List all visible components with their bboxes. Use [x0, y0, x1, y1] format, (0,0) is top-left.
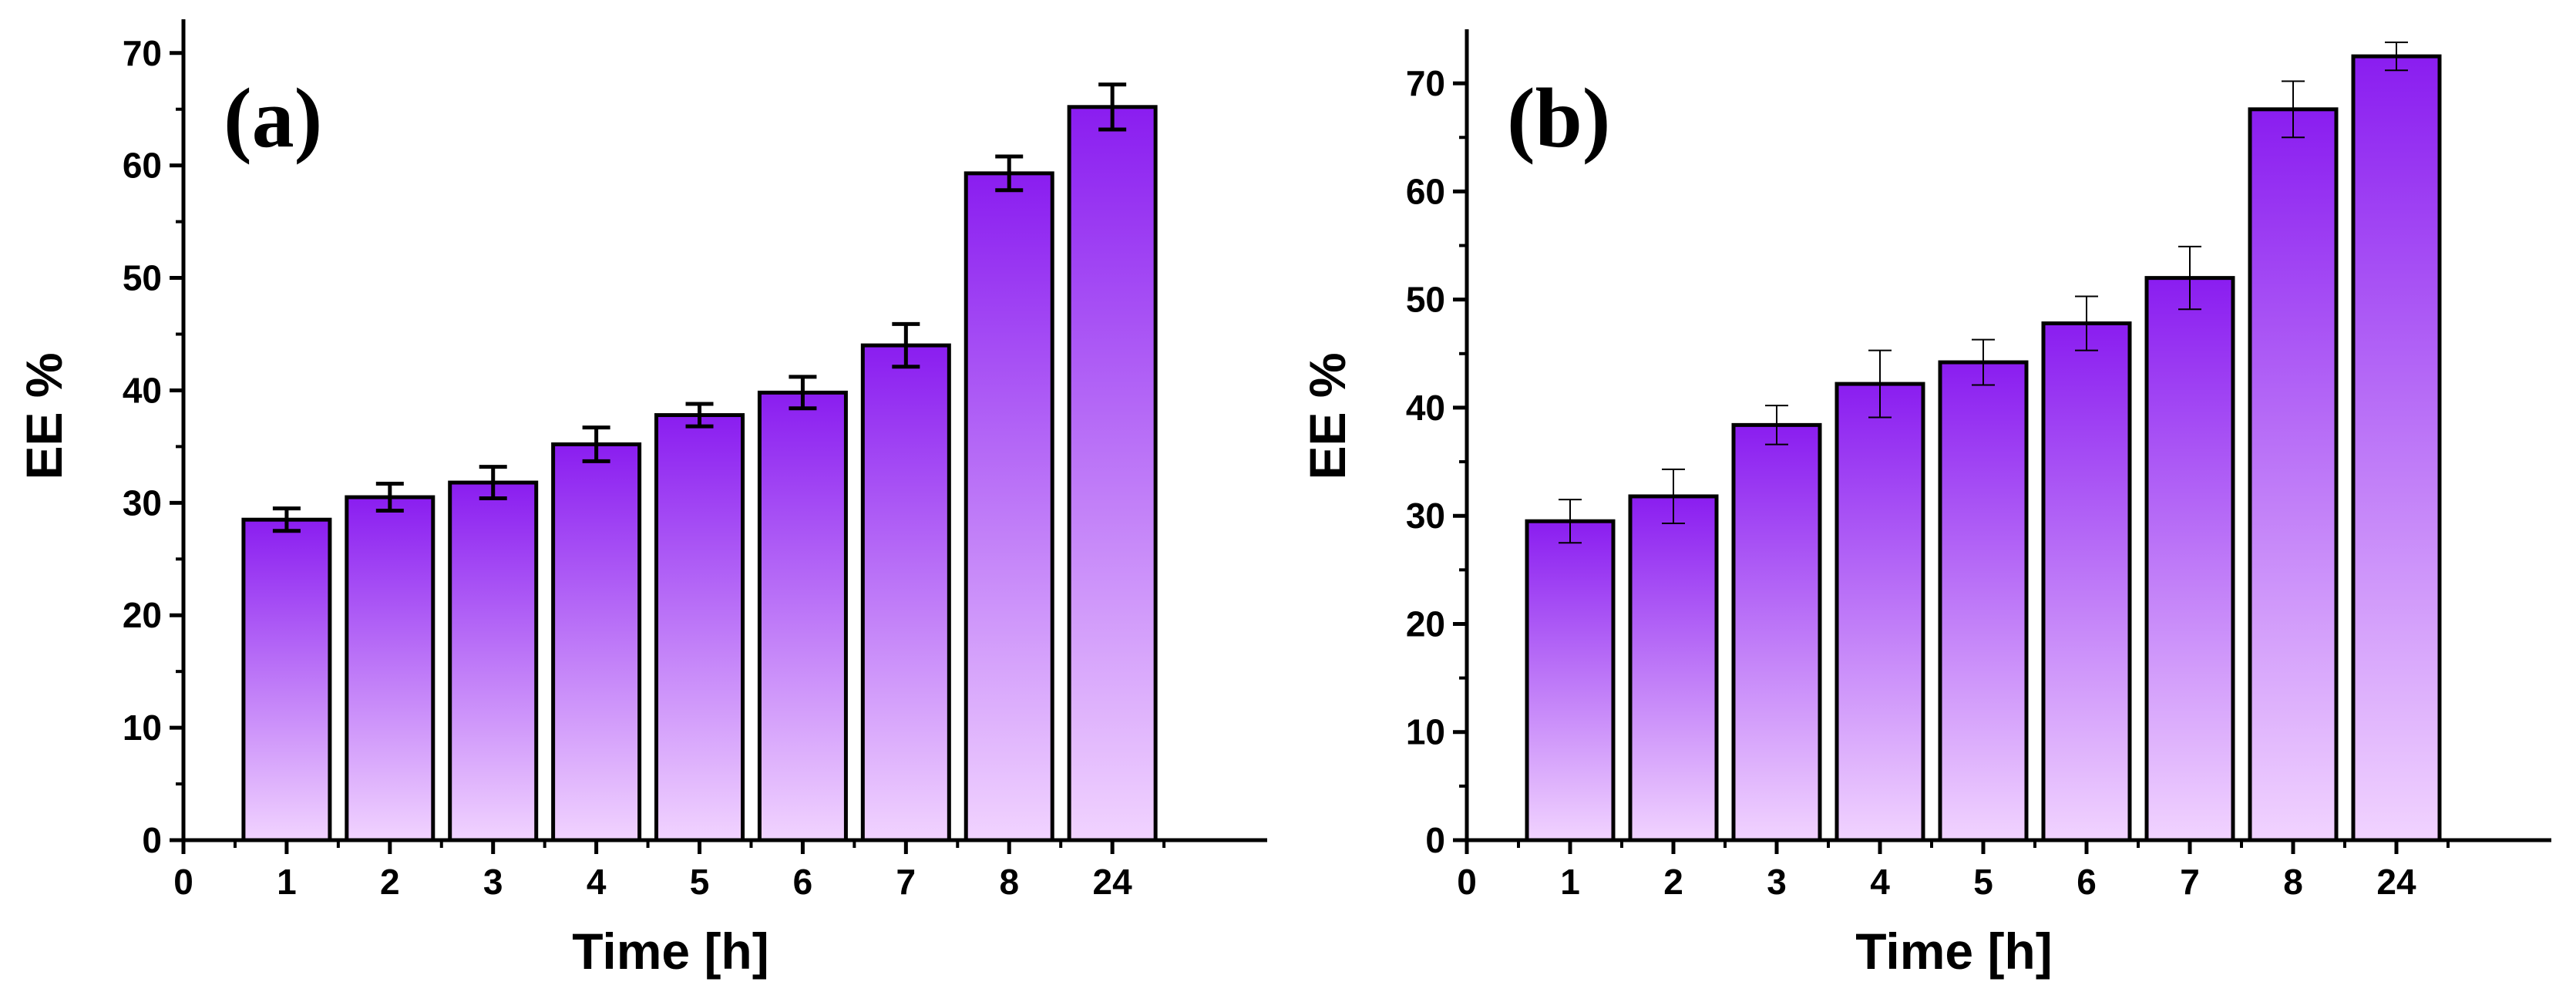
y-tick-label: 10	[123, 708, 162, 748]
y-axis-title-b: EE %	[1299, 352, 1356, 479]
x-tick-label: 7	[896, 862, 916, 902]
y-tick-label: 40	[123, 370, 162, 410]
bar	[345, 495, 435, 842]
x-tick-label: 5	[690, 862, 710, 902]
bar	[654, 413, 745, 842]
bar	[757, 390, 848, 842]
bar	[2041, 321, 2132, 842]
bar	[1525, 519, 1616, 842]
y-tick-label: 40	[1406, 388, 1445, 428]
y-tick-label: 20	[1406, 604, 1445, 644]
y-tick-label: 60	[1406, 171, 1445, 211]
x-tick-label: 5	[1973, 862, 1993, 902]
x-tick-label: 0	[173, 862, 193, 902]
bar	[1628, 494, 1719, 842]
x-tick-label: 3	[483, 862, 503, 902]
x-tick-label: 0	[1457, 862, 1477, 902]
x-axis-title-a: Time [h]	[572, 923, 768, 980]
y-tick-label: 60	[123, 146, 162, 186]
bar	[448, 480, 539, 842]
bar	[1067, 105, 1158, 842]
bar	[551, 442, 642, 842]
y-tick-label: 20	[123, 595, 162, 635]
bar	[963, 171, 1054, 842]
y-tick-label: 0	[1425, 820, 1445, 860]
panel-label-b: (b)	[1507, 71, 1610, 165]
y-tick-label: 30	[1406, 496, 1445, 536]
x-tick-label: 4	[587, 862, 607, 902]
bar	[2144, 276, 2235, 842]
x-tick-label: 1	[277, 862, 297, 902]
x-tick-label: 8	[2283, 862, 2303, 902]
bar	[1834, 382, 1925, 842]
x-tick-label: 7	[2180, 862, 2200, 902]
bar	[1938, 360, 2029, 842]
y-tick-label: 50	[1406, 280, 1445, 320]
x-tick-label: 1	[1560, 862, 1580, 902]
chart-b: (b) EE % Time [h] 0 10 20 30 40 50 60 70 0 1 2 3 4 5 6…	[1299, 29, 2551, 980]
y-axis-title-a: EE %	[15, 352, 72, 479]
y-tick-label: 50	[123, 258, 162, 298]
y-tick-label: 10	[1406, 712, 1445, 752]
x-tick-label: 6	[793, 862, 813, 902]
x-tick-label: 8	[999, 862, 1019, 902]
x-tick-label: 24	[1093, 862, 1133, 902]
x-axis-title-b: Time [h]	[1855, 923, 2052, 980]
x-tick-label: 2	[380, 862, 400, 902]
x-tick-label: 4	[1870, 862, 1890, 902]
x-tick-label: 3	[1767, 862, 1787, 902]
x-tick-label: 2	[1663, 862, 1683, 902]
x-tick-label: 24	[2376, 862, 2416, 902]
chart-a: (a) EE % Time [h] 0 10 20 30 40 50 60 70 0 1 2 3 4 5 6…	[15, 19, 1267, 980]
panel-label-a: (a)	[224, 71, 322, 165]
y-tick-label: 0	[142, 820, 162, 860]
x-tick-label: 6	[2077, 862, 2097, 902]
bar	[241, 517, 332, 842]
y-tick-label: 30	[123, 483, 162, 523]
bar	[2351, 54, 2442, 842]
bar	[2248, 107, 2339, 842]
y-tick-label: 70	[1406, 63, 1445, 103]
bar	[1731, 422, 1822, 842]
y-tick-label: 70	[123, 33, 162, 73]
bar	[860, 343, 951, 842]
